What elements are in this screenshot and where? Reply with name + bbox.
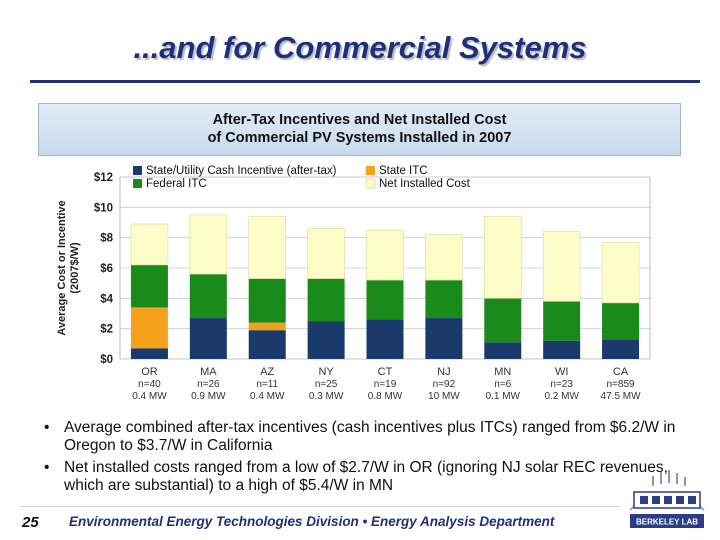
sample-size-label: n=11: [256, 379, 278, 390]
sample-size-label: n=23: [550, 379, 573, 390]
bullet-item: Net installed costs ranged from a low of…: [42, 459, 702, 495]
bar-segment: [130, 264, 168, 308]
bar-segment: [366, 229, 404, 281]
bar-segment: [602, 339, 640, 359]
y-tick-label: $4: [100, 293, 113, 305]
legend-label: State ITC: [379, 165, 428, 177]
x-tick-label: CA: [613, 366, 629, 378]
y-tick-label: $0: [100, 354, 113, 366]
sample-size-label: n=92: [433, 379, 456, 390]
bar-segment: [248, 322, 286, 331]
x-tick-label: MA: [200, 366, 217, 378]
bar-segment: [483, 216, 522, 299]
bar-segment: [189, 274, 227, 319]
footer-text: Environmental Energy Technologies Divisi…: [69, 514, 555, 529]
sample-size-label: n=859: [607, 379, 636, 390]
capacity-label: 0.4 MW: [132, 391, 167, 402]
legend-label: Federal ITC: [146, 178, 207, 190]
capacity-label: 0.1 MW: [486, 391, 521, 402]
capacity-label: 10 MW: [428, 391, 460, 402]
bar-segment: [602, 302, 640, 340]
bar-segment: [425, 280, 463, 319]
bar-segment: [366, 319, 404, 359]
bar-segment: [130, 223, 169, 266]
title-divider: [30, 80, 700, 83]
bar-segment: [542, 231, 581, 302]
y-tick-label: $6: [100, 263, 113, 275]
y-axis-label-line-1: Average Cost or Incentive: [56, 200, 68, 335]
logo-text: BERKELEY LAB: [636, 518, 698, 527]
y-tick-label: $2: [100, 324, 113, 336]
chart-title-line-1: After-Tax Incentives and Net Installed C…: [212, 112, 507, 128]
bar-segment: [307, 278, 345, 322]
x-tick-label: WI: [555, 366, 568, 378]
y-tick-label: $10: [94, 202, 113, 214]
page-number: 25: [22, 514, 39, 531]
legend-label: Net Installed Cost: [379, 178, 471, 190]
bar-segment: [543, 340, 581, 359]
x-tick-label: CT: [378, 366, 393, 378]
bar-segment: [189, 214, 228, 275]
bar-segment: [307, 228, 345, 279]
x-tick-label: MN: [494, 366, 511, 378]
bar-segment: [601, 241, 640, 304]
bar-segment: [307, 321, 345, 359]
bullet-list: Average combined after-tax incentives (c…: [42, 419, 702, 499]
bar-segment: [248, 330, 286, 359]
chart-title-line-2: of Commercial PV Systems Installed in 20…: [207, 130, 512, 146]
y-tick-label: $8: [100, 233, 113, 245]
sample-size-label: n=6: [494, 379, 511, 390]
capacity-label: 0.8 MW: [368, 391, 403, 402]
capacity-label: 0.2 MW: [544, 391, 579, 402]
capacity-label: 0.3 MW: [309, 391, 344, 402]
capacity-label: 0.9 MW: [191, 391, 226, 402]
x-tick-label: NJ: [437, 366, 450, 378]
bar-segment: [484, 298, 522, 343]
legend-swatch: [366, 166, 375, 175]
sample-size-label: n=25: [315, 379, 338, 390]
y-tick-labels: $0 $2 $4 $6 $8 $10 $12: [94, 172, 114, 366]
sample-size-label: n=40: [138, 379, 161, 390]
bar-segment: [543, 301, 581, 341]
bar-segment: [484, 342, 522, 359]
bar-series: [130, 214, 640, 359]
y-tick-label: $12: [94, 172, 113, 184]
x-tick-label: OR: [141, 366, 158, 378]
sample-size-label: n=26: [197, 379, 220, 390]
capacity-label: 47.5 MW: [601, 391, 642, 402]
legend-swatch: [133, 179, 142, 188]
bar-segment: [130, 348, 168, 359]
bullet-item: Average combined after-tax incentives (c…: [42, 419, 702, 455]
bar-segment: [248, 216, 287, 279]
legend-swatch: [365, 178, 376, 189]
footer-divider: [20, 506, 620, 507]
legend-swatch: [133, 166, 142, 175]
y-axis-label-line-2: (2007$/W): [69, 242, 81, 294]
slide-title: ...and for Commercial Systems: [133, 30, 587, 65]
berkeley-lab-logo-icon: BERKELEY LAB: [629, 470, 705, 528]
x-tick-label: AZ: [260, 366, 274, 378]
bar-segment: [425, 234, 463, 281]
legend: State/Utility Cash Incentive (after-tax)…: [133, 165, 471, 190]
bar-segment: [248, 278, 286, 323]
bar-segment: [366, 280, 404, 320]
bar-segment: [189, 318, 227, 359]
bar-segment: [130, 307, 168, 349]
chart-title-box: After-Tax Incentives and Net Installed C…: [38, 103, 681, 156]
sample-size-label: n=19: [374, 379, 397, 390]
capacity-label: 0.4 MW: [250, 391, 285, 402]
x-tick-label: NY: [318, 366, 334, 378]
legend-label: State/Utility Cash Incentive (after-tax): [146, 165, 337, 177]
bar-segment: [425, 318, 463, 359]
